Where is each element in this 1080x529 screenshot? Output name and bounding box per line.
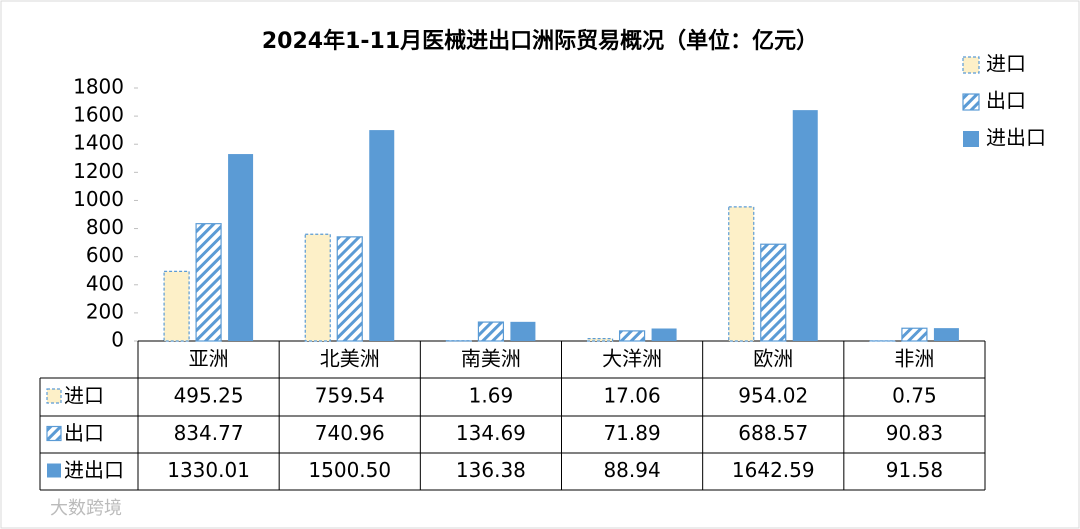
table-row-label: 进出口 xyxy=(64,458,124,482)
bar xyxy=(901,327,928,342)
table-value: 1330.01 xyxy=(167,458,250,482)
table-key xyxy=(46,388,62,404)
bar xyxy=(228,154,254,341)
chart-title: 2024年1-11月医械进出口洲际贸易概况（单位：亿元） xyxy=(262,28,818,54)
y-tick-label: 600 xyxy=(86,243,124,267)
x-tick-label: 亚洲 xyxy=(189,347,229,371)
bar xyxy=(760,243,787,342)
bar xyxy=(586,338,614,342)
table-value: 688.57 xyxy=(738,421,808,445)
table-value: 1500.50 xyxy=(308,458,391,482)
y-tick-label: 1000 xyxy=(73,187,124,211)
legend-key xyxy=(962,93,980,111)
table-value: 17.06 xyxy=(603,384,660,408)
y-tick-label: 200 xyxy=(86,299,124,323)
y-tick-label: 800 xyxy=(86,215,124,239)
bar xyxy=(618,330,646,342)
bar xyxy=(195,223,222,342)
table-row-label: 出口 xyxy=(64,421,104,445)
bar xyxy=(510,321,536,341)
y-tick-label: 1200 xyxy=(73,159,124,183)
legend-label: 出口 xyxy=(986,89,1026,113)
y-tick-label: 0 xyxy=(111,328,124,352)
table-value: 134.69 xyxy=(456,421,526,445)
legend-key xyxy=(963,131,979,147)
bar xyxy=(728,206,755,342)
table-value: 90.83 xyxy=(886,421,943,445)
y-tick-label: 400 xyxy=(86,271,124,295)
table-row-label: 进口 xyxy=(64,384,104,408)
y-tick-label: 1800 xyxy=(73,75,124,99)
table-value: 91.58 xyxy=(886,458,943,482)
bar xyxy=(477,321,505,342)
table-value: 1.69 xyxy=(469,384,514,408)
bar xyxy=(163,270,190,342)
y-tick-label: 1400 xyxy=(73,131,124,155)
legend-label: 进口 xyxy=(986,52,1026,76)
bar xyxy=(336,236,363,342)
table-value: 954.02 xyxy=(738,384,808,408)
bar xyxy=(933,328,959,341)
table-key xyxy=(46,425,62,442)
bar xyxy=(792,110,818,341)
legend-label: 进出口 xyxy=(986,126,1046,150)
table-value: 71.89 xyxy=(603,421,660,445)
table-value: 88.94 xyxy=(603,458,660,482)
table-value: 495.25 xyxy=(174,384,244,408)
table-value: 759.54 xyxy=(315,384,385,408)
table-value: 740.96 xyxy=(315,421,385,445)
legend-key xyxy=(962,56,980,74)
bar xyxy=(304,233,331,342)
x-tick-label: 欧洲 xyxy=(753,347,793,371)
x-tick-label: 大洋洲 xyxy=(602,347,662,371)
watermark: 大数跨境 xyxy=(50,498,122,519)
y-tick-label: 1600 xyxy=(73,103,124,127)
table-key xyxy=(47,463,61,478)
bar xyxy=(369,130,395,341)
table-value: 1642.59 xyxy=(732,458,815,482)
x-tick-label: 南美洲 xyxy=(461,347,521,371)
bar xyxy=(651,328,677,341)
table-value: 136.38 xyxy=(456,458,526,482)
x-tick-label: 北美洲 xyxy=(320,347,380,371)
x-tick-label: 非洲 xyxy=(894,347,934,371)
table-value: 834.77 xyxy=(174,421,244,445)
table-value: 0.75 xyxy=(892,384,937,408)
